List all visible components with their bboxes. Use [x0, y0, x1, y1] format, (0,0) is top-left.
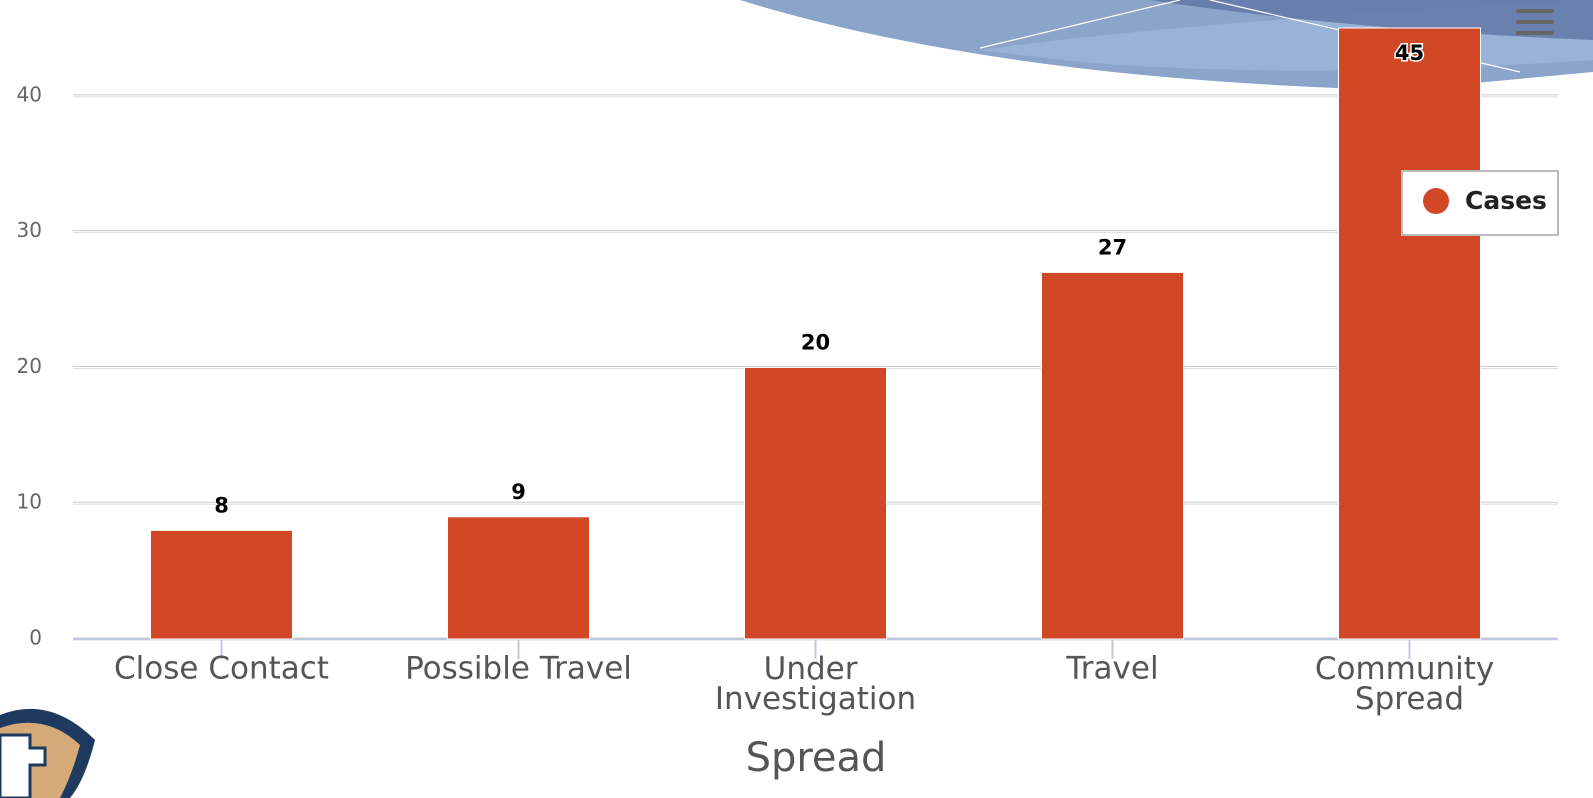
bar	[744, 366, 887, 640]
x-tick-label: Travel	[1065, 651, 1158, 687]
bar	[150, 529, 293, 640]
y-tick-label: 10	[17, 490, 42, 514]
x-tick-label: Close Contact	[114, 651, 329, 687]
data-label: 20	[801, 330, 830, 354]
data-label: 9	[511, 480, 526, 504]
x-axis-title: Spread	[746, 735, 887, 781]
bar	[1041, 271, 1184, 640]
data-label: 45	[1395, 41, 1424, 65]
menu-icon[interactable]	[1516, 9, 1554, 35]
legend: Cases	[1401, 170, 1559, 236]
legend-marker	[1423, 188, 1449, 214]
x-tick-label: Possible Travel	[405, 651, 632, 687]
bar	[447, 516, 590, 640]
x-tick-label: Community Spread	[1315, 651, 1504, 717]
bar	[1338, 27, 1481, 640]
logo	[0, 708, 95, 798]
data-label: 8	[214, 493, 229, 517]
legend-label: Cases	[1465, 186, 1547, 215]
y-tick-label: 40	[17, 82, 42, 106]
x-tick-label: Under Investigation	[715, 651, 916, 717]
y-tick-label: 0	[29, 626, 42, 650]
y-tick-label: 30	[17, 218, 42, 242]
y-tick-label: 20	[17, 354, 42, 378]
data-label: 27	[1098, 235, 1127, 259]
